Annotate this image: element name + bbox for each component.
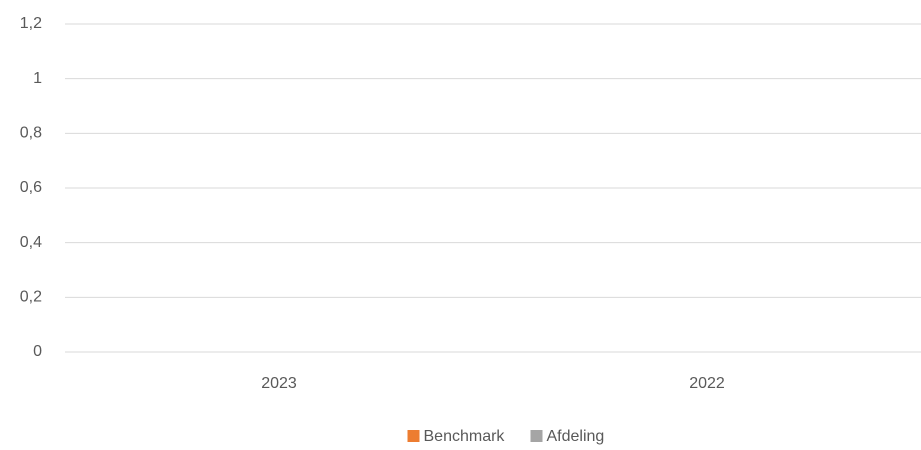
x-tick-label: 2022: [689, 375, 725, 392]
legend-label: Benchmark: [424, 428, 506, 445]
legend-label: Afdeling: [547, 428, 605, 445]
y-tick-label: 1,2: [20, 15, 42, 32]
x-tick-label: 2023: [261, 375, 297, 392]
legend-swatch: [530, 430, 543, 442]
y-tick-label: 0: [33, 343, 42, 360]
y-tick-label: 0,4: [20, 234, 42, 251]
y-tick-label: 0,8: [20, 125, 42, 142]
legend-swatch: [407, 430, 420, 442]
y-tick-label: 0,6: [20, 179, 42, 196]
y-tick-label: 0,2: [20, 289, 42, 306]
y-tick-label: 1: [33, 70, 42, 87]
